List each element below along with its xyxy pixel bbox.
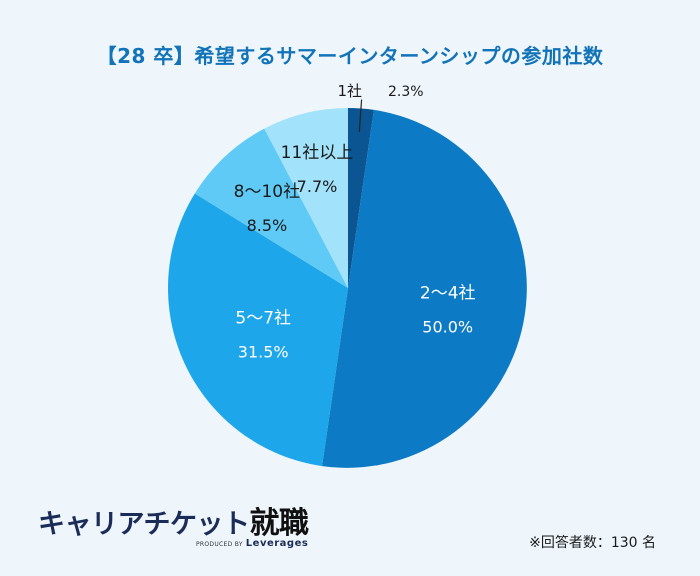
callout-line <box>358 99 363 132</box>
slice-value-label: 8.5% <box>247 216 288 235</box>
slice-label: 11社以上 <box>281 143 354 163</box>
chart-title: 【28 卒】希望するサマーインターンシップの参加社数 <box>96 44 604 68</box>
slice-label: 8〜10社 <box>234 182 300 202</box>
respondents-note: ※回答者数：130 名 <box>529 535 656 551</box>
brand-name-kanji: 就職 <box>249 506 309 541</box>
pie-slice <box>322 109 527 468</box>
slice-value-label: 50.0% <box>422 318 473 337</box>
slice-value-label: 7.7% <box>297 177 338 196</box>
pie-slice <box>168 193 348 467</box>
brand-logo: キャリアチケット就職 PRODUCED BY Leverages <box>38 498 309 549</box>
pie-slice <box>348 108 374 288</box>
slice-label: 2〜4社 <box>420 284 476 304</box>
slice-label: 5〜7社 <box>235 309 291 329</box>
pie-slice <box>264 108 348 288</box>
slice-value-label: 2.3% <box>388 84 424 100</box>
slice-value-label: 31.5% <box>238 343 289 362</box>
brand-company: Leverages <box>245 538 309 549</box>
pie-labels: 1社 2.3% 2〜4社 50.0% 5〜7社 31.5% 8〜10社 8.5% 11社以上 7.… <box>234 82 476 362</box>
brand-name-kana: キャリアチケット <box>38 509 250 540</box>
pie-slices <box>168 108 527 468</box>
brand-produced-by: PRODUCED BY <box>196 541 243 548</box>
slice-label: 1社 <box>337 82 362 100</box>
pie-slice <box>194 128 348 288</box>
